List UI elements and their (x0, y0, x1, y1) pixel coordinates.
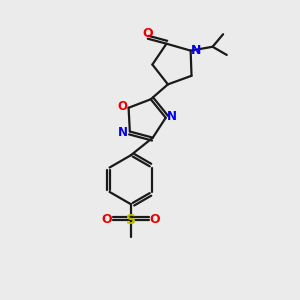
Text: N: N (191, 44, 201, 57)
Text: O: O (117, 100, 127, 113)
Text: O: O (102, 213, 112, 226)
Text: O: O (149, 213, 160, 226)
Text: O: O (142, 27, 153, 40)
Text: N: N (167, 110, 177, 123)
Text: N: N (118, 127, 128, 140)
Text: S: S (126, 212, 136, 226)
